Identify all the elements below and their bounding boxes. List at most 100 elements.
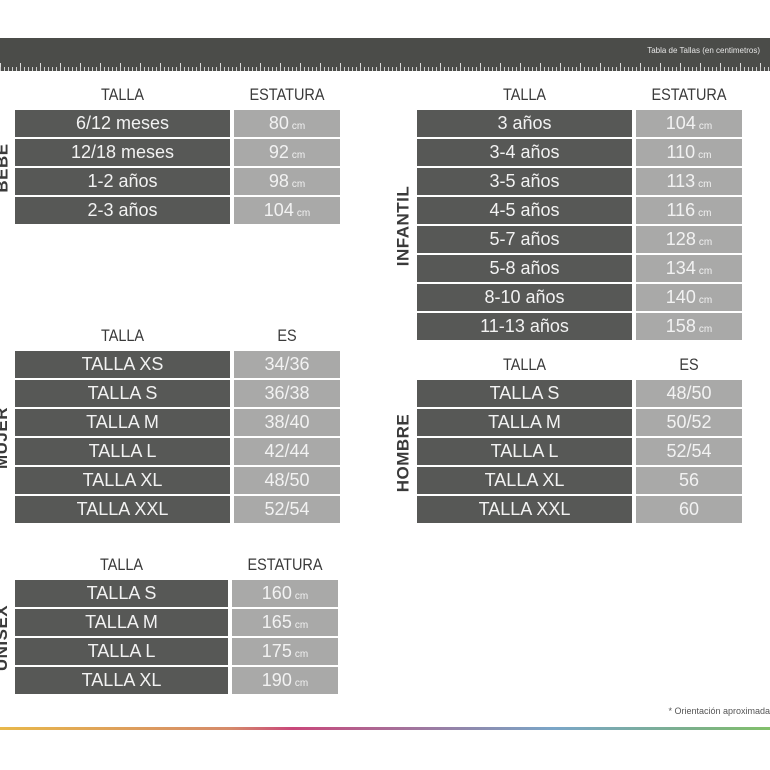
unit-text: cm [698, 179, 712, 190]
value-text: 42/44 [264, 441, 310, 461]
value-text: 52/54 [666, 441, 712, 461]
size-cell: 4-5 años [417, 197, 632, 224]
value-cell: 50/52 [636, 409, 742, 436]
unit-text: cm [294, 620, 309, 631]
value-text: 52/54 [264, 499, 310, 519]
value-cell: 110 cm [636, 139, 742, 166]
infantil-table-row: 4-5 años 116 cm [417, 197, 742, 224]
infantil-table-row: 5-7 años 128 cm [417, 226, 742, 253]
size-cell: TALLA S [15, 380, 230, 407]
size-cell: 11-13 años [417, 313, 632, 340]
unisex-table-row: TALLA L 175 cm [15, 638, 338, 665]
size-cell: 8-10 años [417, 284, 632, 311]
mujer-col-talla: TALLA [100, 326, 145, 345]
value-text: 113 [666, 171, 696, 191]
size-cell: 3-4 años [417, 139, 632, 166]
value-cell: 48/50 [636, 380, 742, 407]
size-cell: TALLA S [15, 580, 228, 607]
value-text: 190 [261, 670, 292, 690]
bebe-table-row: 6/12 meses 80 cm [15, 110, 340, 137]
value-cell: 165 cm [232, 609, 338, 636]
size-cell: 2-3 años [15, 197, 230, 224]
value-cell: 80 cm [234, 110, 340, 137]
size-cell: TALLA L [417, 438, 632, 465]
unit-text: cm [698, 150, 712, 161]
value-cell: 104 cm [234, 197, 340, 224]
mujer-table-row: TALLA L 42/44 [15, 438, 340, 465]
value-cell: 140 cm [636, 284, 742, 311]
value-cell: 158 cm [636, 313, 742, 340]
unit-text: cm [291, 179, 306, 190]
unit-text: cm [291, 121, 306, 132]
unit-text: cm [294, 649, 309, 660]
value-text: 158 [665, 316, 696, 336]
unisex-section-label: UNISEX [0, 604, 12, 672]
value-text: 48/50 [666, 383, 712, 403]
value-text: 50/52 [666, 412, 712, 432]
mujer-table-row: TALLA XXL 52/54 [15, 496, 340, 523]
mujer-table-row: TALLA XL 48/50 [15, 467, 340, 494]
infantil-table-row: 11-13 años 158 cm [417, 313, 742, 340]
hombre-col-value: ES [679, 355, 699, 374]
value-cell: 128 cm [636, 226, 742, 253]
mujer-section-label: MUJER [0, 406, 12, 470]
hombre-table-row: TALLA L 52/54 [417, 438, 742, 465]
value-text: 56 [678, 470, 700, 490]
value-cell: 134 cm [636, 255, 742, 282]
mujer-table-row: TALLA XS 34/36 [15, 351, 340, 378]
unit-text: cm [294, 678, 309, 689]
infantil-table-row: 5-8 años 134 cm [417, 255, 742, 282]
unisex-col-value: ESTATURA [247, 555, 323, 574]
size-cell: 3-5 años [417, 168, 632, 195]
hombre-section-label: HOMBRE [392, 413, 412, 492]
size-cell: TALLA M [15, 409, 230, 436]
infantil-section-label: INFANTIL [392, 185, 412, 267]
value-text: 60 [678, 499, 700, 519]
value-text: 160 [261, 583, 292, 603]
value-cell: 113 cm [636, 168, 742, 195]
bebe-col-talla: TALLA [100, 85, 145, 104]
hombre-table-row: TALLA XL 56 [417, 467, 742, 494]
bebe-col-value: ESTATURA [249, 85, 325, 104]
value-cell: 56 [636, 467, 742, 494]
footer-note: * Orientación aproximada [668, 706, 770, 716]
size-cell: 5-8 años [417, 255, 632, 282]
value-text: 116 [666, 200, 696, 220]
mujer-table-row: TALLA M 38/40 [15, 409, 340, 436]
hombre-col-talla: TALLA [502, 355, 547, 374]
unit-text: cm [698, 324, 713, 335]
value-text: 104 [263, 200, 294, 220]
value-text: 134 [665, 258, 696, 278]
hombre-table-row: TALLA XXL 60 [417, 496, 742, 523]
value-cell: 52/54 [636, 438, 742, 465]
unit-text: cm [296, 208, 311, 219]
value-cell: 104 cm [636, 110, 742, 137]
unit-text: cm [698, 266, 713, 277]
infantil-table-row: 3-5 años 113 cm [417, 168, 742, 195]
bebe-table-row: 2-3 años 104 cm [15, 197, 340, 224]
infantil-col-talla: TALLA [502, 85, 547, 104]
value-text: 175 [261, 641, 292, 661]
bebe-section-label: BEBE [0, 143, 12, 193]
value-cell: 36/38 [234, 380, 340, 407]
value-text: 92 [268, 142, 289, 162]
value-cell: 98 cm [234, 168, 340, 195]
unit-text: cm [291, 150, 306, 161]
size-cell: 5-7 años [417, 226, 632, 253]
unisex-col-talla: TALLA [99, 555, 144, 574]
size-cell: TALLA XL [15, 467, 230, 494]
hombre-table-row: TALLA S 48/50 [417, 380, 742, 407]
value-text: 38/40 [264, 412, 310, 432]
rainbow-divider [0, 727, 770, 730]
size-cell: 12/18 meses [15, 139, 230, 166]
value-cell: 175 cm [232, 638, 338, 665]
unisex-table-row: TALLA XL 190 cm [15, 667, 338, 694]
infantil-table-row: 8-10 años 140 cm [417, 284, 742, 311]
value-cell: 34/36 [234, 351, 340, 378]
unit-text: cm [698, 295, 713, 306]
value-cell: 38/40 [234, 409, 340, 436]
value-text: 110 [666, 142, 696, 162]
ruler-decoration [0, 61, 770, 71]
value-cell: 190 cm [232, 667, 338, 694]
unit-text: cm [698, 121, 713, 132]
